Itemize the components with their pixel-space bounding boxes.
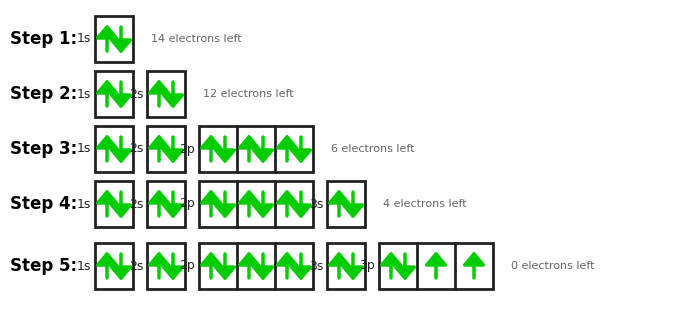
Text: Step 4:: Step 4: (10, 195, 77, 213)
Bar (327, 181, 365, 227)
Text: Step 1:: Step 1: (10, 30, 77, 48)
Text: 12 electrons left: 12 electrons left (203, 89, 293, 99)
Text: 2s: 2s (129, 88, 143, 101)
Bar (199, 126, 313, 172)
Text: 2s: 2s (129, 197, 143, 210)
Text: 4 electrons left: 4 electrons left (383, 199, 467, 209)
Text: 2p: 2p (179, 143, 195, 156)
Bar (95, 16, 133, 62)
Text: 1s: 1s (76, 260, 91, 273)
Bar (147, 181, 185, 227)
Bar (379, 243, 493, 289)
Text: 1s: 1s (76, 88, 91, 101)
Text: 2p: 2p (179, 260, 195, 273)
Text: 1s: 1s (76, 197, 91, 210)
Bar (199, 181, 313, 227)
Bar (147, 71, 185, 117)
Bar (95, 71, 133, 117)
Bar (95, 181, 133, 227)
Text: 1s: 1s (76, 32, 91, 45)
Text: Step 5:: Step 5: (10, 257, 77, 275)
Text: 6 electrons left: 6 electrons left (331, 144, 414, 154)
Text: Step 3:: Step 3: (10, 140, 77, 158)
Text: 2s: 2s (129, 260, 143, 273)
Text: 14 electrons left: 14 electrons left (151, 34, 241, 44)
Text: 3p: 3p (359, 260, 375, 273)
Text: 0 electrons left: 0 electrons left (511, 261, 594, 271)
Text: 2p: 2p (179, 197, 195, 210)
Bar (147, 243, 185, 289)
Bar (95, 126, 133, 172)
Text: 1s: 1s (76, 143, 91, 156)
Bar (95, 243, 133, 289)
Bar (199, 243, 313, 289)
Text: 3s: 3s (309, 197, 323, 210)
Bar (327, 243, 365, 289)
Text: 2s: 2s (129, 143, 143, 156)
Text: Step 2:: Step 2: (10, 85, 77, 103)
Text: 3s: 3s (309, 260, 323, 273)
Bar (147, 126, 185, 172)
